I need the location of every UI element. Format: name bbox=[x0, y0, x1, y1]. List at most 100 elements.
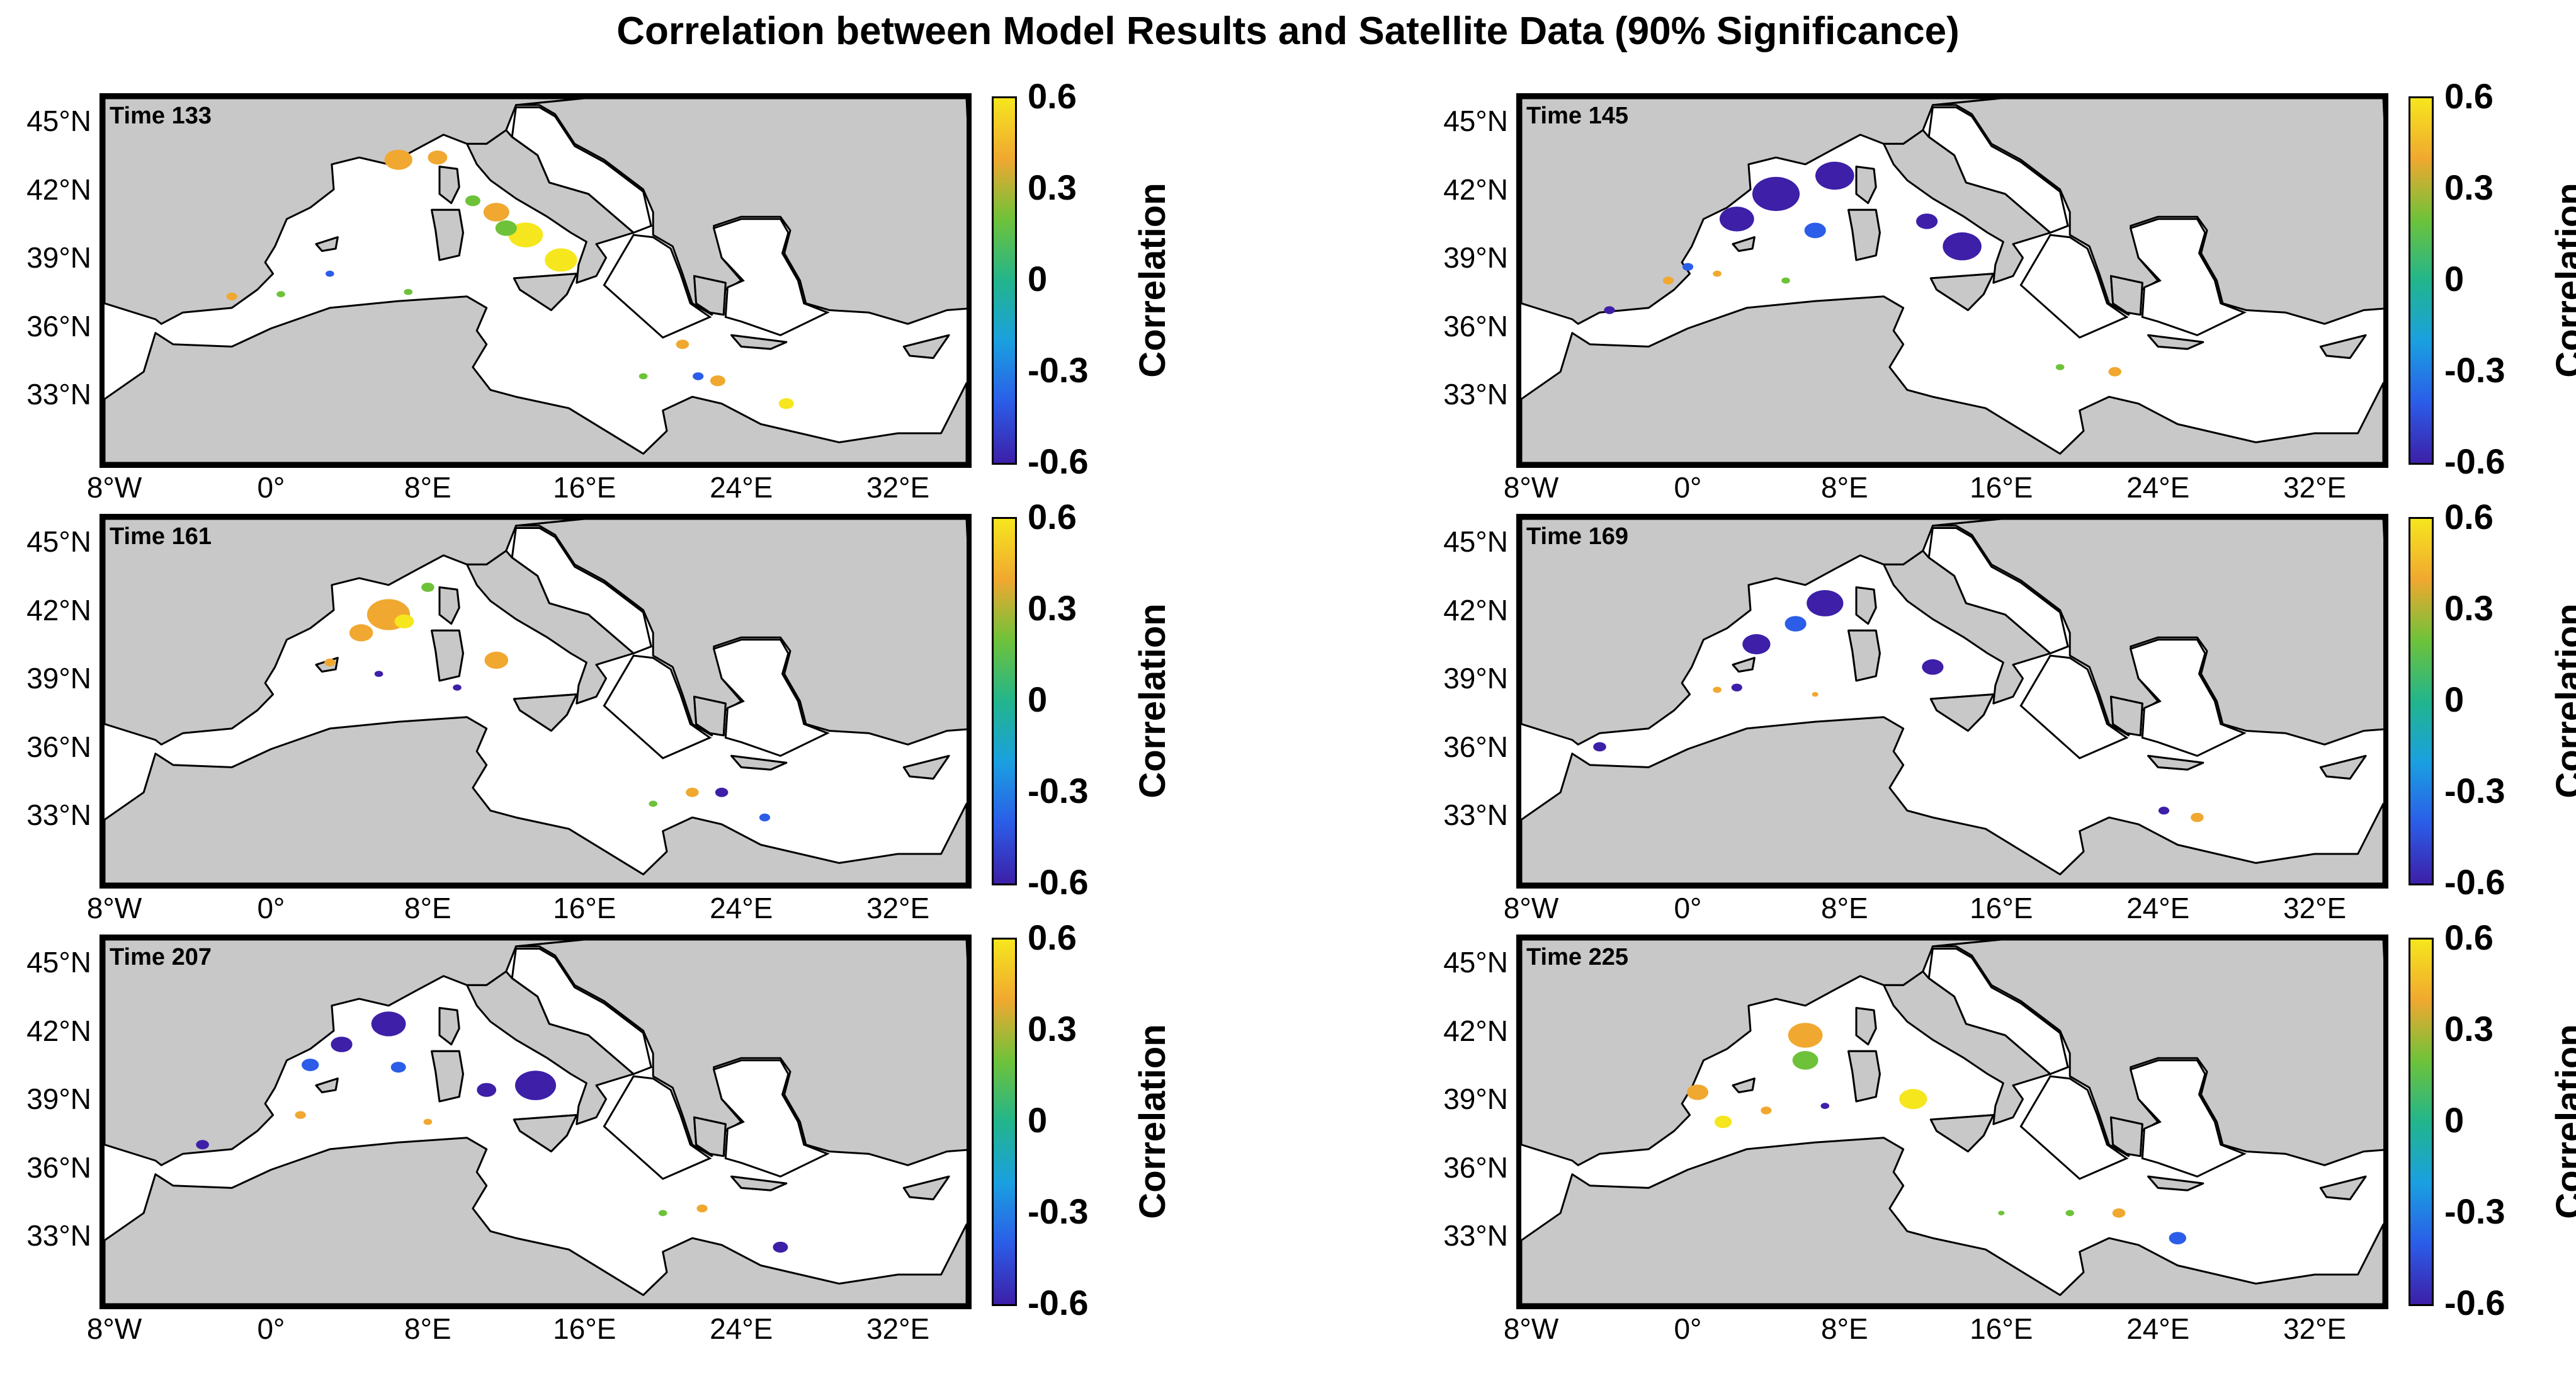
latitude-tick: 33°N bbox=[1443, 1219, 1508, 1253]
island bbox=[513, 1114, 578, 1152]
island bbox=[2147, 1175, 2204, 1191]
latitude-tick: 36°N bbox=[26, 1151, 91, 1184]
landmass bbox=[105, 295, 967, 463]
island bbox=[2319, 754, 2367, 780]
island bbox=[431, 1050, 464, 1103]
correlation-patch bbox=[686, 787, 699, 797]
colorbar-tick: 0 bbox=[1028, 679, 1048, 719]
colorbar-tick: 0 bbox=[1028, 1100, 1048, 1140]
land-mask bbox=[1521, 940, 2383, 1304]
correlation-patch bbox=[508, 222, 543, 247]
colorbar-label: Correlation bbox=[2549, 1024, 2576, 1219]
colorbar-tick: 0.3 bbox=[1028, 1009, 1077, 1049]
sea-basin bbox=[2129, 639, 2247, 757]
correlation-patch bbox=[1899, 1089, 1927, 1110]
time-label: Time 225 bbox=[1526, 944, 1628, 970]
correlation-patch bbox=[302, 1059, 319, 1071]
colorbar-tick: 0.6 bbox=[2444, 497, 2494, 537]
correlation-patch bbox=[1761, 1106, 1772, 1115]
correlation-patch bbox=[773, 1241, 788, 1253]
correlation-patch bbox=[371, 1011, 406, 1037]
correlation-patch bbox=[1686, 1084, 1709, 1100]
correlation-patch bbox=[331, 1037, 353, 1052]
colorbar-tick: -0.6 bbox=[1028, 862, 1089, 902]
correlation-patch bbox=[515, 1071, 556, 1100]
longitude-tick: 16°E bbox=[553, 892, 616, 924]
island bbox=[1847, 629, 1881, 682]
longitude-tick: 8°W bbox=[1503, 1312, 1559, 1345]
longitude-tick: 0° bbox=[1674, 471, 1702, 504]
italy-landmass bbox=[1883, 129, 2051, 284]
italy-landmass bbox=[466, 129, 635, 284]
longitude-tick: 0° bbox=[257, 892, 285, 924]
latitude-tick: 39°N bbox=[1443, 662, 1508, 695]
island bbox=[902, 1175, 950, 1200]
correlation-patch bbox=[676, 339, 689, 350]
correlation-patch bbox=[759, 813, 771, 822]
island bbox=[1929, 273, 1995, 311]
correlation-patch bbox=[1812, 691, 1819, 697]
italy-landmass bbox=[1883, 550, 2051, 705]
colorbar-label: Correlation bbox=[2549, 603, 2576, 798]
longitude-tick: 24°E bbox=[710, 892, 773, 924]
latitude-tick: 33°N bbox=[26, 1219, 91, 1253]
correlation-patch bbox=[326, 270, 334, 277]
map-frame: Time 145 bbox=[1516, 93, 2388, 468]
correlation-patch bbox=[1792, 1051, 1819, 1070]
latitude-tick: 39°N bbox=[26, 662, 91, 695]
correlation-patch bbox=[1682, 263, 1694, 271]
landmass bbox=[1521, 716, 2383, 884]
land-mask bbox=[1521, 98, 2383, 463]
island bbox=[438, 166, 460, 204]
island bbox=[693, 695, 727, 737]
colorbar-tick: 0.3 bbox=[2444, 588, 2494, 628]
time-label: Time 161 bbox=[110, 523, 212, 550]
longitude-tick: 0° bbox=[257, 1312, 285, 1345]
time-label: Time 207 bbox=[110, 944, 212, 970]
island bbox=[2147, 334, 2204, 350]
latitude-tick: 33°N bbox=[26, 378, 91, 411]
latitude-tick: 42°N bbox=[26, 593, 91, 627]
island bbox=[2110, 275, 2143, 316]
colorbar bbox=[992, 517, 1017, 885]
colorbar-tick: -0.6 bbox=[2444, 441, 2505, 481]
longitude-tick: 0° bbox=[257, 471, 285, 504]
longitude-tick: 8°W bbox=[86, 892, 142, 924]
latitude-tick: 36°N bbox=[26, 309, 91, 343]
colorbar-tick: -0.6 bbox=[2444, 862, 2505, 902]
latitude-tick: 36°N bbox=[1443, 1151, 1508, 1184]
longitude-tick: 8°E bbox=[1821, 471, 1868, 504]
colorbar-tick: 0.6 bbox=[2444, 76, 2494, 116]
correlation-patch bbox=[374, 671, 383, 677]
island bbox=[315, 1077, 339, 1093]
colorbar-tick: 0.6 bbox=[1028, 497, 1077, 537]
longitude-tick: 24°E bbox=[710, 1312, 773, 1345]
correlation-patch bbox=[715, 787, 729, 797]
correlation-patch bbox=[1781, 277, 1790, 284]
map-panel: Time 225 45°N 42°N 39°N 36°N 33°N 8°W 0° 8°E 16°E… bbox=[1417, 919, 2576, 1369]
colorbar-tick: 0 bbox=[2444, 1100, 2465, 1140]
island bbox=[2319, 334, 2367, 359]
map-frame: Time 169 bbox=[1516, 514, 2388, 889]
longitude-tick: 8°E bbox=[404, 892, 451, 924]
latitude-tick: 45°N bbox=[1443, 946, 1508, 979]
correlation-patch bbox=[465, 195, 480, 207]
correlation-patch bbox=[1998, 1210, 2005, 1215]
correlation-patch bbox=[1784, 616, 1807, 632]
longitude-tick: 32°E bbox=[866, 1312, 930, 1345]
island bbox=[315, 236, 339, 252]
correlation-patch bbox=[2158, 807, 2170, 815]
correlation-patch bbox=[394, 614, 414, 628]
sea-basin bbox=[2019, 1075, 2129, 1180]
correlation-patch bbox=[1742, 634, 1771, 654]
correlation-patch bbox=[1719, 207, 1754, 232]
longitude-tick: 24°E bbox=[2126, 892, 2190, 924]
island bbox=[2110, 1116, 2143, 1157]
longitude-tick: 8°E bbox=[404, 471, 451, 504]
colorbar bbox=[2409, 938, 2434, 1306]
colorbar bbox=[2409, 517, 2434, 885]
longitude-tick: 32°E bbox=[2283, 1312, 2347, 1345]
island bbox=[1929, 1114, 1995, 1152]
colorbar-tick: 0 bbox=[1028, 259, 1048, 298]
correlation-patch bbox=[349, 624, 373, 642]
